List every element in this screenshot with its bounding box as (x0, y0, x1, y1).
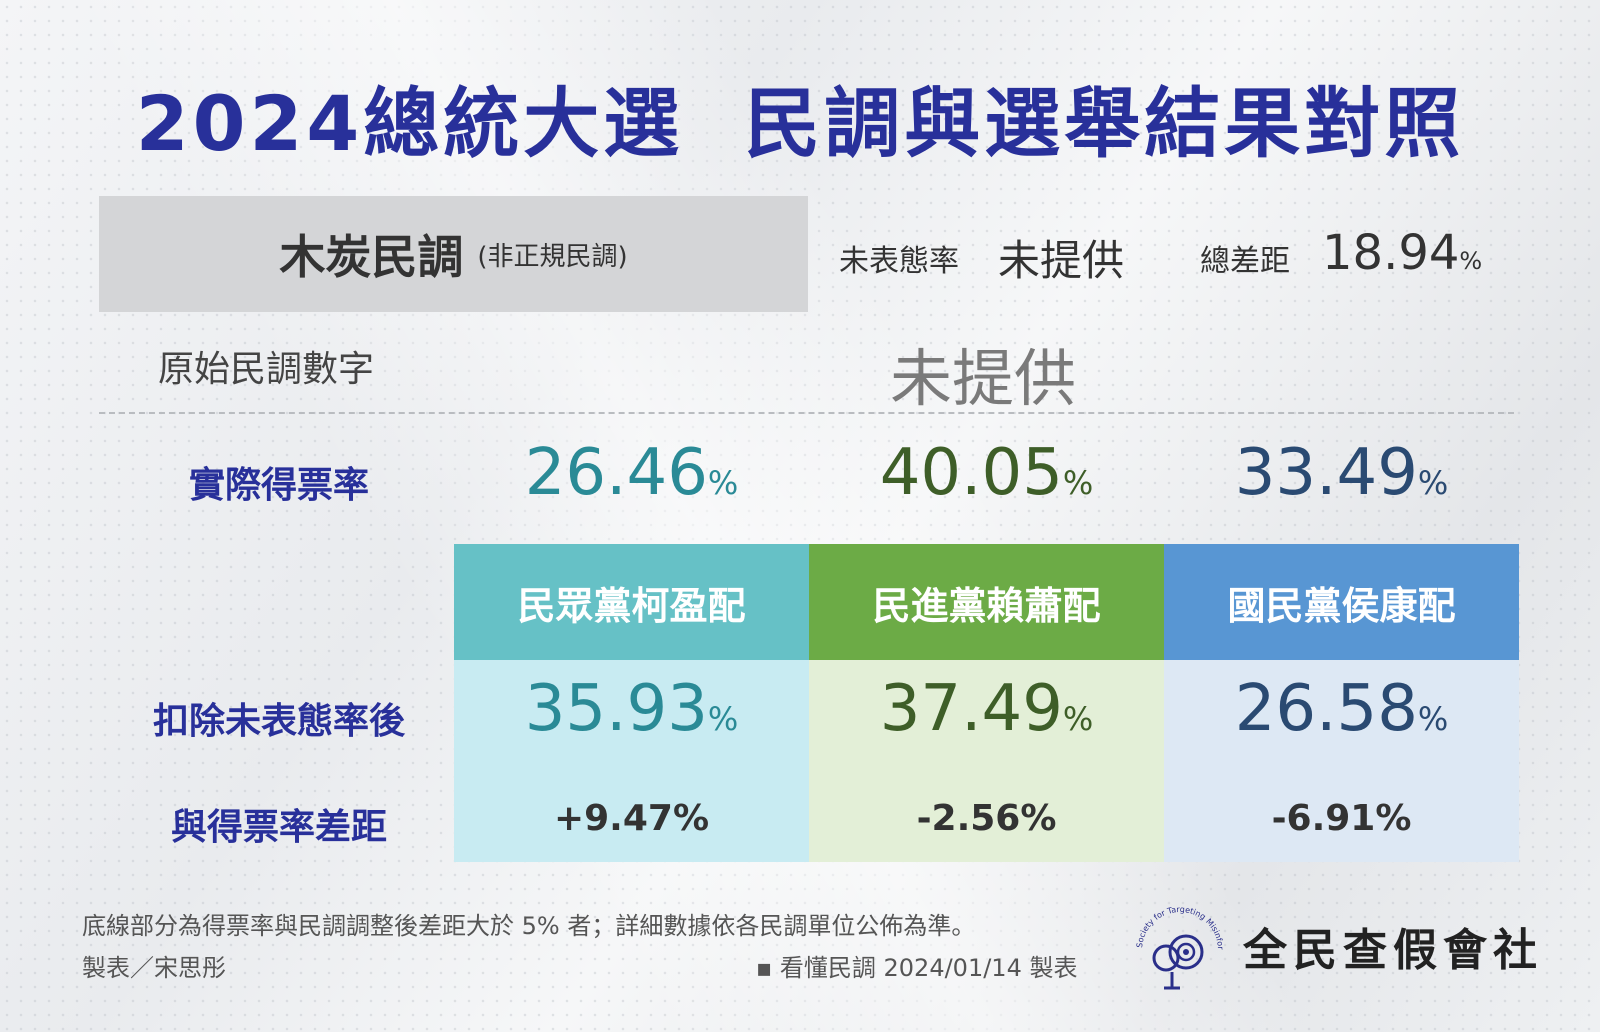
total-gap-label: 總差距 (1200, 244, 1290, 279)
survey-note: (非正規民調) (477, 241, 628, 272)
column-header-dpp: 民進黨賴蕭配 (809, 544, 1164, 660)
dashed-divider (99, 412, 1514, 414)
column-header-label: 民眾黨柯盈配 (517, 583, 746, 628)
gap-value-tpp: +9.47% (553, 798, 710, 839)
undisclosed-rate-value: 未提供 (998, 236, 1125, 285)
org-english-name: Taiwan Society for Targeting Misinformat… (1130, 900, 1225, 951)
column-header-label: 國民黨侯康配 (1227, 583, 1456, 628)
raw-poll-label: 原始民調數字 (158, 349, 375, 390)
column-header-kmt: 國民黨侯康配 (1164, 544, 1519, 660)
value-number: 26.46 (524, 436, 708, 510)
column-header-tpp: 民眾黨柯盈配 (454, 544, 809, 660)
total-gap-value: 18.94% (1322, 225, 1482, 281)
adjusted-label: 扣除未表態率後 (152, 701, 405, 742)
org-logo-icon: Taiwan Society for Targeting Misinformat… (1130, 900, 1225, 990)
gap-value-kmt: -6.91% (1271, 798, 1412, 839)
org-name: 全民查假會社 (1243, 925, 1543, 976)
gap-value-dpp: -2.56% (916, 798, 1057, 839)
value-number: 37.49 (879, 672, 1063, 746)
actual-vote-label: 實際得票率 (188, 465, 369, 506)
value-number: 33.49 (1234, 436, 1418, 510)
column-header-label: 民進黨賴蕭配 (872, 583, 1101, 628)
value-unit: % (1417, 700, 1449, 738)
value-unit: % (1062, 464, 1094, 502)
actual-value-kmt: 33.49% (1164, 436, 1519, 510)
total-gap-number: 18.94 (1322, 225, 1460, 281)
value-unit: % (707, 464, 739, 502)
value-number: 26.58 (1234, 672, 1418, 746)
source-note: ▪ 看懂民調 2024/01/14 製表 (756, 954, 1078, 982)
actual-value-dpp: 40.05% (809, 436, 1164, 510)
total-gap-unit: % (1459, 247, 1483, 275)
value-number: 40.05 (879, 436, 1063, 510)
footnote: 底線部分為得票率與民調調整後差距大於 5% 者；詳細數據依各民調單位公佈為準。 (82, 912, 976, 940)
value-unit: % (707, 700, 739, 738)
actual-value-tpp: 26.46% (454, 436, 809, 510)
adjusted-value-tpp: 35.93% (454, 672, 809, 746)
credit: 製表／宋思彤 (82, 954, 226, 982)
chart-title: 2024總統大選 民調與選舉結果對照 (135, 79, 1465, 168)
gap-label: 與得票率差距 (170, 807, 387, 848)
value-number: 35.93 (524, 672, 708, 746)
column-body-tpp (454, 660, 809, 862)
value-unit: % (1417, 464, 1449, 502)
undisclosed-rate-label: 未表態率 (839, 244, 959, 279)
column-body-kmt (1164, 660, 1519, 862)
column-body-dpp (809, 660, 1164, 862)
raw-poll-value: 未提供 (890, 342, 1077, 415)
adjusted-value-kmt: 26.58% (1164, 672, 1519, 746)
survey-name-box: 木炭民調 (非正規民調) (99, 196, 808, 312)
adjusted-value-dpp: 37.49% (809, 672, 1164, 746)
value-unit: % (1062, 700, 1094, 738)
survey-name: 木炭民調 (279, 230, 464, 284)
